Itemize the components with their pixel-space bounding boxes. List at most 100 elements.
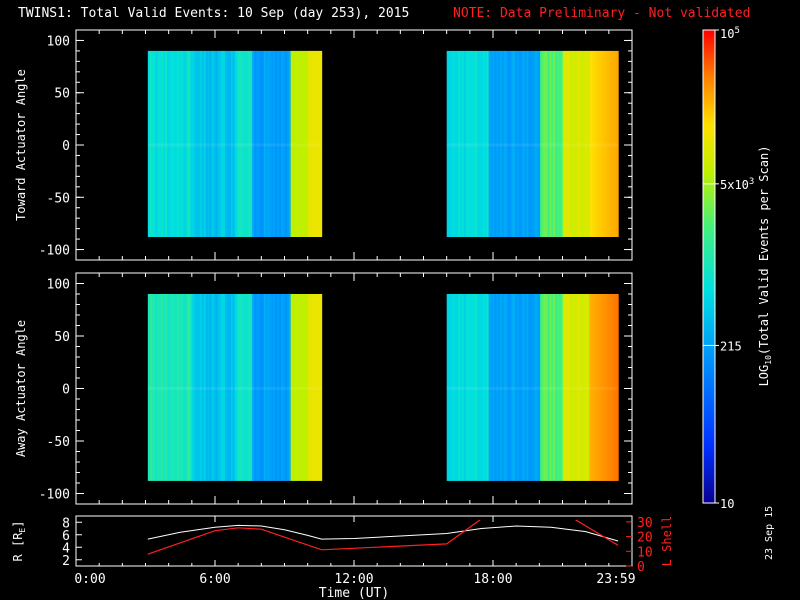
heatmap-cell bbox=[213, 294, 216, 481]
heatmap-cell bbox=[456, 294, 459, 481]
heatmap-cell bbox=[568, 50, 572, 237]
heatmap-cell bbox=[211, 294, 215, 481]
heatmap-cell bbox=[279, 294, 282, 481]
heatmap-cell bbox=[600, 294, 604, 481]
heatmap-cell bbox=[306, 294, 309, 481]
heatmap-cell bbox=[583, 50, 587, 237]
heatmap-cell bbox=[465, 50, 469, 237]
heatmap-cell bbox=[597, 50, 600, 237]
zero-angle-band bbox=[446, 386, 619, 390]
heatmap-cell bbox=[545, 294, 549, 481]
colorbar-label: LOG10(Total Valid Events per Scan) bbox=[757, 146, 773, 387]
heatmap-cell bbox=[151, 50, 155, 237]
heatmap-cell bbox=[311, 50, 315, 237]
heatmap-cell bbox=[484, 50, 488, 237]
colorbar-gradient bbox=[703, 30, 715, 503]
heatmap-cell bbox=[530, 50, 533, 237]
heatmap-cell bbox=[319, 294, 323, 481]
heatmap-cell bbox=[522, 50, 526, 237]
heatmap-cell bbox=[467, 50, 471, 237]
heatmap-cell bbox=[282, 50, 286, 237]
heatmap-cell bbox=[317, 294, 321, 481]
heatmap-cell bbox=[570, 294, 573, 481]
heatmap-cell bbox=[269, 50, 272, 237]
heatmap-cell bbox=[292, 50, 296, 237]
heatmap-cell bbox=[250, 294, 253, 481]
heatmap-cell bbox=[182, 50, 186, 237]
heatmap-cell bbox=[203, 294, 207, 481]
heatmap-cell bbox=[543, 50, 547, 237]
heatmap-cell bbox=[234, 294, 238, 481]
heatmap-cell bbox=[528, 294, 532, 481]
heatmap-cell bbox=[157, 50, 160, 237]
colorbar-tick-label: 10 bbox=[720, 497, 734, 511]
y-right-tick-label: 0 bbox=[637, 560, 645, 575]
heatmap-cell bbox=[215, 294, 218, 481]
heatmap-cell bbox=[452, 294, 455, 481]
heatmap-cell bbox=[199, 294, 203, 481]
heatmap-cell bbox=[501, 50, 505, 237]
heatmap-cell bbox=[606, 50, 610, 237]
heatmap-cell bbox=[570, 50, 573, 237]
heatmap-cell bbox=[585, 50, 589, 237]
heatmap-cell bbox=[257, 50, 261, 237]
heatmap-cell bbox=[244, 50, 247, 237]
heatmap-cell bbox=[230, 294, 234, 481]
heatmap-cell bbox=[174, 50, 178, 237]
heatmap-cell bbox=[595, 294, 598, 481]
y-left-tick-label: 4 bbox=[62, 541, 70, 556]
heatmap-cell bbox=[458, 294, 461, 481]
heatmap-cell bbox=[225, 294, 228, 481]
heatmap-cell bbox=[281, 50, 284, 237]
heatmap-cell bbox=[576, 294, 579, 481]
heatmap-cell bbox=[313, 294, 317, 481]
heatmap-cell bbox=[534, 294, 537, 481]
heatmap-cell bbox=[557, 294, 560, 481]
heatmap-cell bbox=[549, 294, 553, 481]
heatmap-cell bbox=[163, 294, 166, 481]
heatmap-cell bbox=[196, 50, 199, 237]
title-main: TWINS1: Total Valid Events: 10 Sep (day … bbox=[18, 6, 410, 21]
heatmap-cell bbox=[528, 50, 532, 237]
heatmap-cell bbox=[465, 294, 469, 481]
heatmap-cell bbox=[500, 294, 503, 481]
heatmap-cell bbox=[543, 294, 547, 481]
heatmap-cell bbox=[292, 294, 296, 481]
heatmap-cell bbox=[267, 50, 271, 237]
heatmap-cell bbox=[298, 294, 301, 481]
heatmap-cell bbox=[169, 50, 172, 237]
heatmap-cell bbox=[161, 50, 164, 237]
heatmap-cell bbox=[250, 50, 253, 237]
heatmap-cell bbox=[479, 294, 482, 481]
heatmap-cell bbox=[488, 50, 492, 237]
heatmap-cell bbox=[194, 50, 197, 237]
heatmap-cell bbox=[501, 294, 505, 481]
heatmap-cell bbox=[236, 294, 240, 481]
zero-angle-band bbox=[147, 143, 322, 147]
heatmap-cell bbox=[201, 50, 205, 237]
x-tick-label: 12:00 bbox=[334, 572, 373, 587]
heatmap-cell bbox=[564, 50, 568, 237]
heatmap-cell bbox=[494, 294, 497, 481]
y-tick-label: 50 bbox=[54, 87, 70, 102]
zero-angle-band bbox=[147, 386, 322, 390]
heatmap-cell bbox=[450, 294, 453, 481]
heatmap-cell bbox=[271, 294, 274, 481]
heatmap-cell bbox=[551, 294, 554, 481]
l-shell-line bbox=[574, 520, 619, 546]
heatmap-cell bbox=[261, 294, 265, 481]
y-right-tick-label: 30 bbox=[637, 516, 653, 531]
y-tick-label: -50 bbox=[47, 435, 70, 450]
heatmap-cell bbox=[486, 50, 490, 237]
heatmap-cell bbox=[471, 50, 474, 237]
heatmap-cell bbox=[203, 50, 207, 237]
heatmap-cell bbox=[574, 50, 577, 237]
heatmap-cell bbox=[602, 294, 606, 481]
heatmap-cell bbox=[520, 50, 524, 237]
heatmap-cell bbox=[242, 50, 245, 237]
heatmap-cell bbox=[165, 50, 168, 237]
heatmap-cell bbox=[608, 294, 612, 481]
colorbar-tick-label: 5x103 bbox=[720, 177, 754, 192]
heatmap-cell bbox=[294, 294, 298, 481]
